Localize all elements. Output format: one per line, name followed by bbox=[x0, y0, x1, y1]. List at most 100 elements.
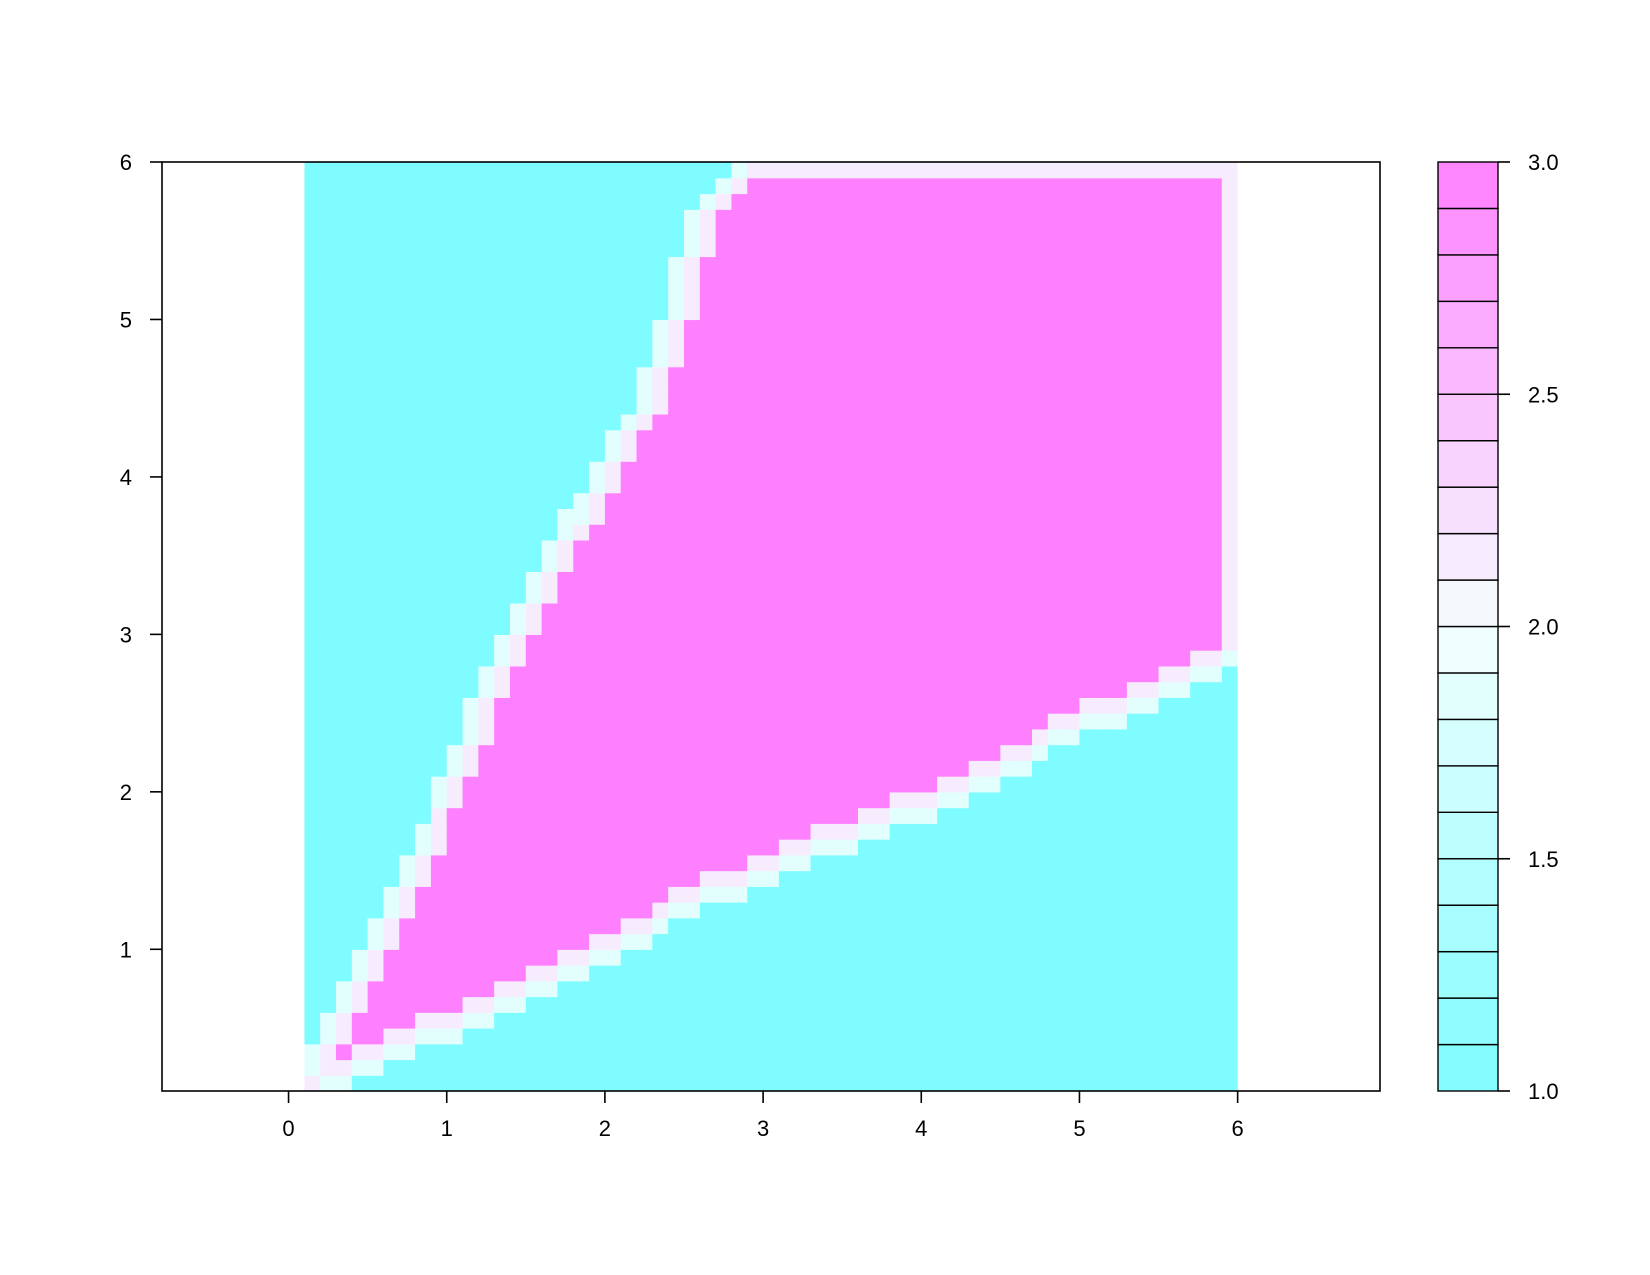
heat-cell bbox=[699, 445, 717, 462]
heat-cell bbox=[826, 949, 843, 966]
heat-cell bbox=[873, 839, 891, 856]
heat-cell bbox=[1174, 429, 1191, 447]
heat-cell bbox=[668, 256, 685, 273]
heat-cell bbox=[462, 681, 479, 698]
heat-cell bbox=[937, 382, 954, 399]
heat-cell bbox=[1079, 492, 1096, 510]
heat-cell bbox=[873, 1043, 891, 1061]
heat-cell bbox=[557, 854, 574, 872]
heat-cell bbox=[336, 256, 353, 273]
heat-cell bbox=[446, 791, 464, 809]
heat-cell bbox=[858, 791, 875, 809]
heat-cell bbox=[589, 618, 606, 635]
heat-cell bbox=[573, 1012, 590, 1029]
heat-cell bbox=[462, 162, 479, 179]
heat-cell bbox=[525, 791, 543, 809]
heat-cell bbox=[1095, 319, 1112, 336]
heat-cell bbox=[510, 335, 527, 352]
heat-cell bbox=[1032, 524, 1049, 541]
heat-cell bbox=[858, 366, 875, 384]
heat-cell bbox=[1016, 209, 1033, 226]
heat-cell bbox=[937, 366, 954, 384]
heat-cell bbox=[636, 602, 653, 620]
heat-cell bbox=[968, 366, 986, 384]
heat-cell bbox=[462, 744, 479, 761]
heat-cell bbox=[810, 256, 827, 273]
heat-cell bbox=[937, 665, 954, 683]
heat-cell bbox=[367, 177, 385, 195]
heat-cell bbox=[541, 791, 559, 809]
heat-cell bbox=[494, 303, 511, 321]
heat-cell bbox=[304, 760, 321, 777]
heat-cell bbox=[668, 413, 685, 431]
heat-cell bbox=[968, 823, 986, 840]
heat-cell bbox=[794, 854, 812, 872]
heat-cell bbox=[794, 366, 812, 384]
heat-cell bbox=[1016, 461, 1033, 478]
heat-cell bbox=[1221, 823, 1238, 840]
heat-cell bbox=[1047, 713, 1065, 730]
heat-cell bbox=[541, 854, 559, 872]
heat-cell bbox=[336, 681, 353, 698]
heat-cell bbox=[952, 193, 970, 210]
heat-cell bbox=[794, 839, 812, 856]
heat-cell bbox=[1221, 776, 1238, 793]
heat-cell bbox=[304, 791, 321, 809]
heat-cell bbox=[826, 256, 843, 273]
heat-cell bbox=[921, 902, 938, 919]
heat-cell bbox=[525, 524, 543, 541]
heat-cell bbox=[684, 492, 701, 510]
heat-cell bbox=[525, 162, 543, 179]
heat-cell bbox=[731, 272, 748, 289]
heat-cell bbox=[351, 791, 369, 809]
heat-cell bbox=[1174, 571, 1191, 588]
heat-cell bbox=[684, 240, 701, 258]
heat-cell bbox=[794, 776, 812, 793]
heat-cell bbox=[684, 1028, 701, 1045]
heat-cell bbox=[573, 870, 590, 887]
heat-cell bbox=[937, 1028, 954, 1045]
heat-cell bbox=[1063, 209, 1081, 226]
heat-cell bbox=[1190, 713, 1207, 730]
heat-cell bbox=[1095, 492, 1112, 510]
heat-cell bbox=[1206, 209, 1223, 226]
heat-cell bbox=[699, 508, 717, 525]
heat-cell bbox=[873, 193, 891, 210]
heat-cell bbox=[1111, 303, 1128, 321]
heat-cell bbox=[1126, 902, 1144, 919]
heat-cell bbox=[1000, 854, 1017, 872]
heat-cell bbox=[336, 303, 353, 321]
heat-cell bbox=[921, 209, 938, 226]
heat-cell bbox=[1221, 602, 1238, 620]
heat-cell bbox=[1079, 335, 1096, 352]
heat-cell bbox=[604, 728, 622, 746]
heat-cell bbox=[478, 1059, 495, 1076]
heat-cell bbox=[810, 980, 827, 998]
heat-cell bbox=[525, 886, 543, 903]
heat-cell bbox=[763, 587, 780, 604]
heat-cell bbox=[557, 1043, 574, 1061]
heat-cell bbox=[541, 524, 559, 541]
heat-cell bbox=[494, 335, 511, 352]
heat-cell bbox=[604, 744, 622, 761]
heat-cell bbox=[747, 1043, 764, 1061]
heat-cell bbox=[525, 713, 543, 730]
heat-cell bbox=[684, 350, 701, 368]
heat-cell bbox=[921, 650, 938, 667]
heat-cell bbox=[446, 272, 464, 289]
heat-cell bbox=[921, 634, 938, 651]
heat-cell bbox=[1016, 1012, 1033, 1029]
heat-cell bbox=[668, 193, 685, 210]
heat-cell bbox=[1063, 508, 1081, 525]
heat-cell bbox=[399, 303, 416, 321]
heat-cell bbox=[1206, 508, 1223, 525]
heat-cell bbox=[351, 681, 369, 698]
heat-cell bbox=[778, 902, 796, 919]
heat-cell bbox=[415, 193, 432, 210]
heat-cell bbox=[921, 870, 938, 887]
heat-cell bbox=[367, 996, 385, 1013]
heat-cell bbox=[1221, 224, 1238, 242]
heat-cell bbox=[446, 744, 464, 761]
heat-cell bbox=[1000, 902, 1017, 919]
heat-cell bbox=[715, 508, 733, 525]
